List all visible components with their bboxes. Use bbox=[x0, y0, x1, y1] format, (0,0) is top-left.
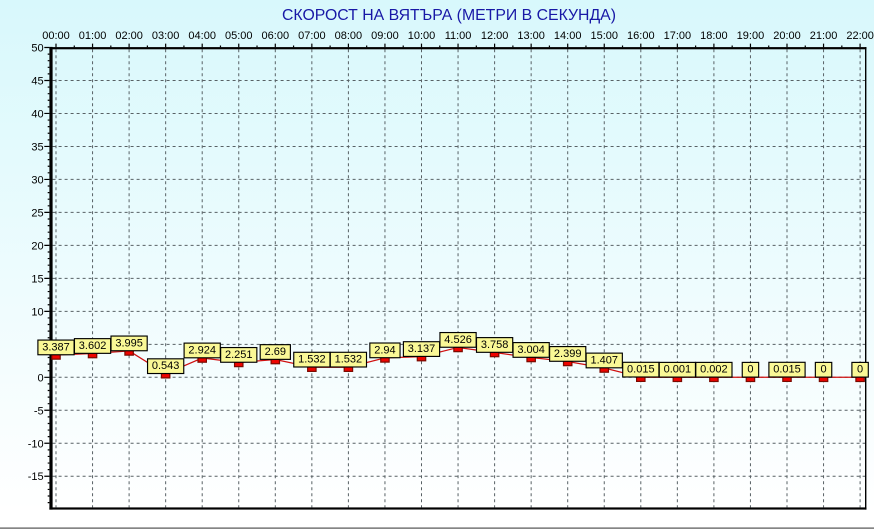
svg-text:1.532: 1.532 bbox=[335, 354, 363, 366]
svg-text:3.758: 3.758 bbox=[481, 339, 509, 351]
svg-text:2.69: 2.69 bbox=[265, 346, 286, 358]
svg-text:20:00: 20:00 bbox=[773, 30, 801, 42]
svg-text:15:00: 15:00 bbox=[590, 30, 618, 42]
svg-text:16:00: 16:00 bbox=[627, 30, 655, 42]
svg-text:13:00: 13:00 bbox=[517, 30, 545, 42]
svg-text:00:00: 00:00 bbox=[42, 30, 70, 42]
svg-text:25: 25 bbox=[31, 207, 43, 219]
svg-text:0.543: 0.543 bbox=[152, 360, 180, 372]
svg-text:35: 35 bbox=[31, 141, 43, 153]
svg-text:0: 0 bbox=[820, 364, 826, 376]
svg-text:04:00: 04:00 bbox=[188, 30, 216, 42]
svg-text:10:00: 10:00 bbox=[408, 30, 436, 42]
svg-text:03:00: 03:00 bbox=[152, 30, 180, 42]
svg-text:-10: -10 bbox=[28, 438, 44, 450]
svg-text:3.995: 3.995 bbox=[115, 337, 143, 349]
svg-text:20: 20 bbox=[31, 240, 43, 252]
svg-text:12:00: 12:00 bbox=[481, 30, 509, 42]
svg-text:0.002: 0.002 bbox=[700, 364, 728, 376]
svg-text:19:00: 19:00 bbox=[737, 30, 765, 42]
svg-text:4.526: 4.526 bbox=[444, 334, 472, 346]
svg-text:2.251: 2.251 bbox=[225, 349, 253, 361]
svg-text:02:00: 02:00 bbox=[115, 30, 143, 42]
svg-text:17:00: 17:00 bbox=[664, 30, 692, 42]
svg-text:45: 45 bbox=[31, 75, 43, 87]
svg-text:01:00: 01:00 bbox=[79, 30, 107, 42]
svg-text:18:00: 18:00 bbox=[700, 30, 728, 42]
svg-text:10: 10 bbox=[31, 306, 43, 318]
svg-text:22:00: 22:00 bbox=[846, 30, 874, 42]
svg-text:3.387: 3.387 bbox=[42, 341, 70, 353]
svg-text:40: 40 bbox=[31, 108, 43, 120]
svg-text:11:00: 11:00 bbox=[445, 30, 472, 42]
svg-text:14:00: 14:00 bbox=[554, 30, 582, 42]
svg-text:2.924: 2.924 bbox=[188, 344, 216, 356]
svg-text:05:00: 05:00 bbox=[225, 30, 253, 42]
svg-text:0: 0 bbox=[37, 372, 43, 384]
svg-text:50: 50 bbox=[31, 43, 43, 55]
svg-text:3.602: 3.602 bbox=[79, 340, 107, 352]
svg-text:08:00: 08:00 bbox=[335, 30, 363, 42]
svg-text:30: 30 bbox=[31, 174, 43, 186]
svg-text:3.137: 3.137 bbox=[408, 343, 436, 355]
svg-text:0.015: 0.015 bbox=[627, 364, 655, 376]
svg-text:0: 0 bbox=[857, 364, 863, 376]
svg-text:06:00: 06:00 bbox=[262, 30, 290, 42]
svg-text:2.94: 2.94 bbox=[374, 344, 395, 356]
svg-text:-5: -5 bbox=[34, 405, 44, 417]
svg-text:15: 15 bbox=[31, 273, 43, 285]
svg-text:0.001: 0.001 bbox=[664, 364, 692, 376]
svg-text:0: 0 bbox=[747, 364, 753, 376]
svg-text:1.532: 1.532 bbox=[298, 354, 326, 366]
svg-text:0.015: 0.015 bbox=[773, 364, 801, 376]
svg-text:07:00: 07:00 bbox=[298, 30, 326, 42]
svg-text:3.004: 3.004 bbox=[517, 344, 545, 356]
svg-text:21:00: 21:00 bbox=[810, 30, 838, 42]
svg-text:СКОРОСТ НА ВЯТЪРА (МЕТРИ В СЕК: СКОРОСТ НА ВЯТЪРА (МЕТРИ В СЕКУНДА) bbox=[282, 7, 616, 24]
svg-text:1.407: 1.407 bbox=[590, 354, 618, 366]
svg-text:-15: -15 bbox=[28, 471, 44, 483]
svg-text:2.399: 2.399 bbox=[554, 348, 582, 360]
svg-text:09:00: 09:00 bbox=[371, 30, 399, 42]
